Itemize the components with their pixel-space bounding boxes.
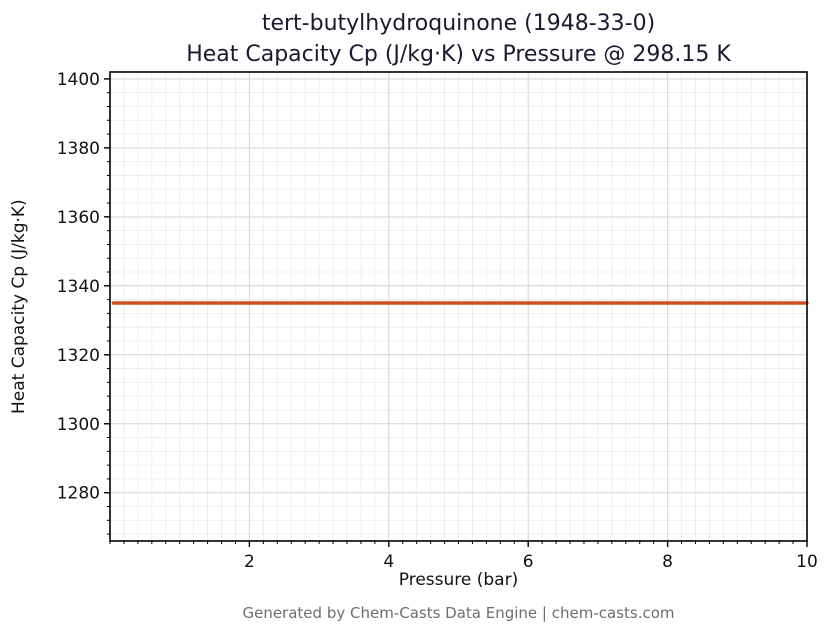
x-tick-label: 10 [796,552,818,572]
y-tick-label: 1360 [57,208,100,228]
y-tick-label: 1320 [57,346,100,366]
y-tick-label: 1280 [57,484,100,504]
plot-border [109,71,808,542]
x-tick-label: 4 [383,552,394,572]
y-tick-label: 1300 [57,415,100,435]
x-tick-label: 8 [662,552,673,572]
y-tick-label: 1380 [57,139,100,159]
x-axis-label: Pressure (bar) [398,570,519,590]
watermark-footer: Generated by Chem-Casts Data Engine | ch… [242,604,675,622]
x-tick-label: 6 [523,552,534,572]
chart-title: tert-butylhydroquinone (1948-33-0) Heat … [110,8,807,70]
y-tick-label: 1340 [57,277,100,297]
x-tick-label: 2 [244,552,255,572]
y-tick-label: 1400 [57,70,100,90]
chart-title-line2: Heat Capacity Cp (J/kg·K) vs Pressure @ … [186,42,731,67]
chart-title-line1: tert-butylhydroquinone (1948-33-0) [261,11,656,36]
y-axis-label: Heat Capacity Cp (J/kg·K) [9,199,29,414]
